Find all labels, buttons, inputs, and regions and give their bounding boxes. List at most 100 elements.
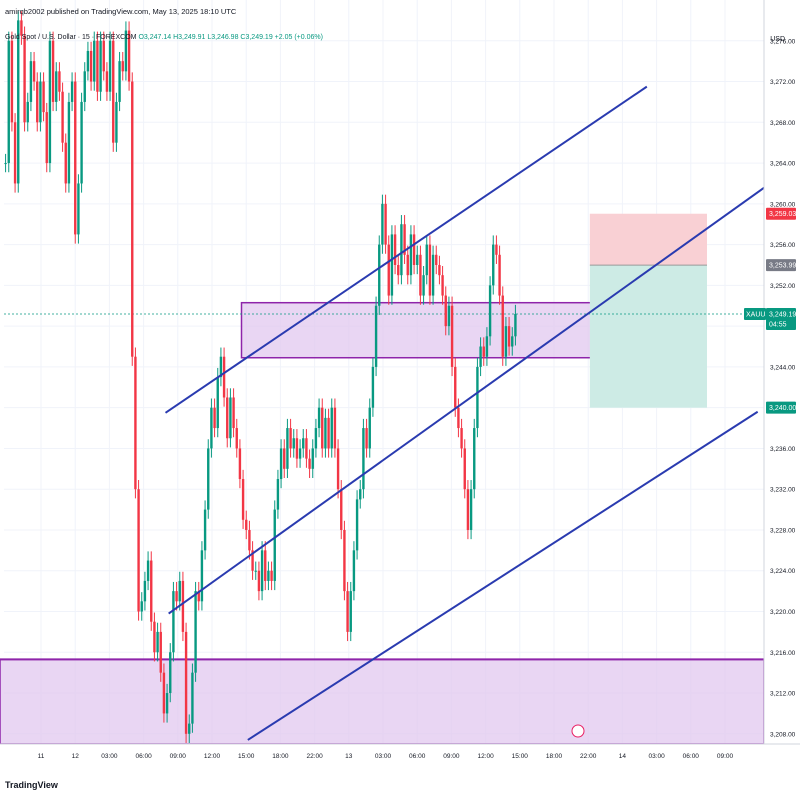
candle-body <box>241 479 245 520</box>
x-tick-label: 15:00 <box>238 753 255 760</box>
candle-body <box>283 448 286 469</box>
candle-body <box>150 560 153 622</box>
candle-body <box>292 438 295 449</box>
candle-body <box>485 336 489 357</box>
candle-body <box>17 20 20 184</box>
candle-body <box>229 397 232 439</box>
candle-body <box>115 101 118 143</box>
candle-body <box>207 448 210 510</box>
candle-body <box>77 183 80 235</box>
candle-body <box>327 417 330 449</box>
current-price-tag-bg <box>766 308 796 331</box>
candle-body <box>504 326 508 357</box>
candle-body <box>235 428 238 449</box>
y-tick-label: 3,208.00 <box>770 731 796 738</box>
candle-body <box>482 346 485 357</box>
candle-body <box>324 417 327 449</box>
candle-body <box>105 71 109 92</box>
y-tick-label: 3,276.00 <box>770 38 796 45</box>
candle-body <box>368 407 371 449</box>
candle-body <box>441 275 444 296</box>
candle-body <box>492 244 495 286</box>
tradingview-logo: TradingView <box>5 780 58 790</box>
candle-body <box>346 591 349 632</box>
y-tick-label: 3,260.00 <box>770 201 796 208</box>
candle-body <box>444 295 447 327</box>
candle-body <box>162 672 166 714</box>
candle-body <box>314 428 318 449</box>
x-tick-label: 12:00 <box>204 753 221 760</box>
candle-body <box>419 254 422 296</box>
candle-body <box>216 377 219 429</box>
symbol-legend[interactable]: Gold Spot / U.S. Dollar · 15 · FOREXCOM … <box>5 34 323 41</box>
candle-body <box>226 397 229 439</box>
candle-body <box>222 356 226 398</box>
y-tick-label: 3,212.00 <box>770 691 796 698</box>
candle-body <box>330 407 333 449</box>
candle-body <box>153 621 156 653</box>
candle-body <box>308 458 311 469</box>
candle-body <box>416 254 419 265</box>
candle-body <box>7 40 10 164</box>
candle-body <box>197 591 200 602</box>
candle-body <box>118 61 121 102</box>
candle-body <box>460 428 463 449</box>
candle-body <box>67 101 71 184</box>
channel-line <box>247 410 759 741</box>
x-tick-label: 14 <box>619 753 627 760</box>
candle-body <box>96 40 99 92</box>
entry-price-tag: 3,253.99 <box>769 263 796 270</box>
y-tick-label: 3,256.00 <box>770 242 796 249</box>
candle-body <box>289 428 292 449</box>
candle-body <box>254 570 257 572</box>
candle-body <box>210 407 213 449</box>
candle-body <box>169 652 172 694</box>
candle-body <box>213 407 216 429</box>
channel-line <box>168 184 768 615</box>
candle-body <box>305 438 308 459</box>
candle-body <box>495 244 498 255</box>
candle-body <box>264 550 267 581</box>
candle-body <box>473 428 476 490</box>
channel-lines[interactable] <box>164 85 768 741</box>
candle-body <box>165 693 169 714</box>
candle-body <box>431 254 435 296</box>
candle-body <box>428 244 432 296</box>
candle-body <box>387 244 390 296</box>
candle-body <box>447 305 451 327</box>
x-tick-label: 12:00 <box>477 753 494 760</box>
candle-body <box>311 448 314 469</box>
currency-label[interactable]: USD <box>770 36 785 43</box>
candle-body <box>374 305 378 367</box>
candle-body <box>134 356 137 490</box>
y-tick-label: 3,228.00 <box>770 527 796 534</box>
candle-body <box>140 601 143 612</box>
candle-body <box>232 397 235 429</box>
current-price-tag: 3,249.19 <box>769 312 796 319</box>
x-tick-label: 12 <box>72 753 80 760</box>
candle-body <box>349 591 352 632</box>
candle-body <box>178 580 181 602</box>
price-axis[interactable]: 3,276.00 3,272.00 3,268.00 3,264.00 3,260.00… <box>744 0 800 800</box>
candle-body <box>450 305 454 367</box>
x-tick-label: 06:00 <box>135 753 152 760</box>
candle-body <box>371 366 375 408</box>
candle-body <box>295 438 299 459</box>
short-position-tool[interactable] <box>4 213 764 408</box>
x-tick-label: 09:00 <box>443 753 460 760</box>
y-tick-label: 3,264.00 <box>770 161 796 168</box>
time-axis[interactable]: 11 12 03:00 06:00 09:00 12:00 15:00 18:00 22:00 1… <box>0 724 800 800</box>
time-axis-bg <box>0 744 800 800</box>
candle-body <box>298 448 302 459</box>
candle-body <box>64 142 67 184</box>
candle-body <box>435 254 438 265</box>
candle-body <box>146 560 150 581</box>
candle-body <box>514 314 517 337</box>
candle-body <box>188 723 191 734</box>
candle-body <box>70 81 74 102</box>
symbol-tag-bg <box>744 308 766 321</box>
candle-body <box>507 326 511 347</box>
zone-rect <box>240 301 626 359</box>
candle-body <box>89 50 93 82</box>
